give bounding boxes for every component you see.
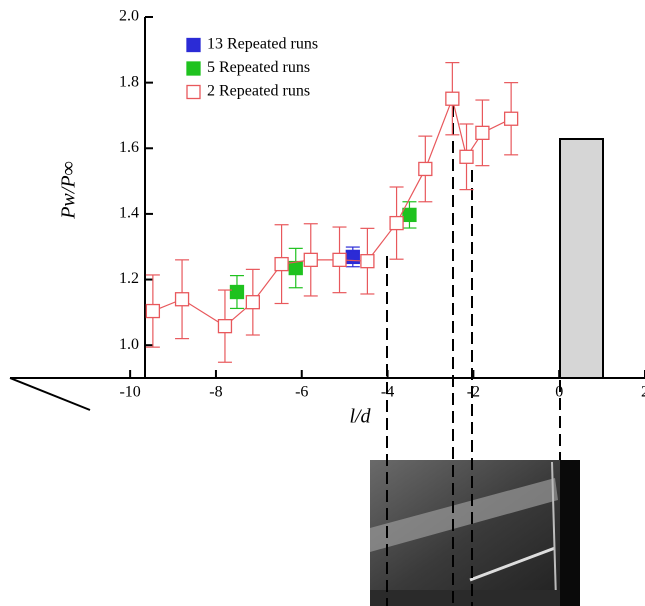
y-tick-label: 1.2 — [119, 270, 139, 287]
marker — [245, 295, 260, 310]
legend-label: 13 Repeated runs — [207, 36, 318, 53]
plot-area: 1.0 1.2 1.4 1.6 1.8 2.0 -10 -8 -6 -4 -2 0 2 13 Repeat… — [10, 8, 645, 401]
y-axis-label: Pw/P∞ — [58, 161, 80, 220]
marker — [418, 161, 433, 177]
wall-line — [9, 377, 91, 411]
marker — [288, 260, 303, 276]
legend-label: 5 Repeated runs — [207, 59, 310, 76]
marker — [445, 91, 460, 106]
guide-lines — [386, 105, 561, 606]
x-tick-label: -8 — [209, 384, 222, 401]
marker — [145, 303, 161, 319]
y-tick-label: 1.8 — [119, 73, 139, 90]
marker — [475, 125, 490, 140]
legend-marker — [186, 37, 201, 53]
marker — [274, 256, 289, 272]
marker — [229, 284, 245, 300]
marker — [503, 111, 519, 126]
legend-label: 2 Repeated runs — [207, 83, 310, 100]
marker — [332, 252, 347, 268]
x-tick-label: 2 — [641, 384, 645, 401]
x-axis-label: l/d — [349, 406, 371, 428]
marker — [459, 149, 474, 164]
schlieren-image — [370, 460, 580, 606]
marker — [389, 215, 404, 231]
legend-marker — [186, 84, 201, 100]
x-tick-label: 0 — [555, 384, 563, 401]
marker — [174, 292, 190, 307]
marker — [217, 318, 233, 334]
trend-line — [152, 96, 512, 327]
marker — [402, 207, 417, 223]
obstacle — [559, 138, 604, 379]
y-tick-label: 2.0 — [119, 8, 139, 25]
legend-marker — [186, 61, 201, 76]
marker — [345, 249, 360, 265]
y-tick-label: 1.4 — [119, 205, 139, 222]
x-tick-label: -10 — [119, 384, 140, 401]
x-tick-label: -4 — [381, 384, 394, 401]
y-tick-label: 1.6 — [119, 139, 139, 156]
y-tick-label: 1.0 — [119, 336, 139, 353]
x-tick-label: -6 — [295, 384, 308, 401]
x-tick-label: -2 — [467, 384, 480, 401]
marker — [360, 254, 375, 269]
marker — [303, 252, 318, 268]
